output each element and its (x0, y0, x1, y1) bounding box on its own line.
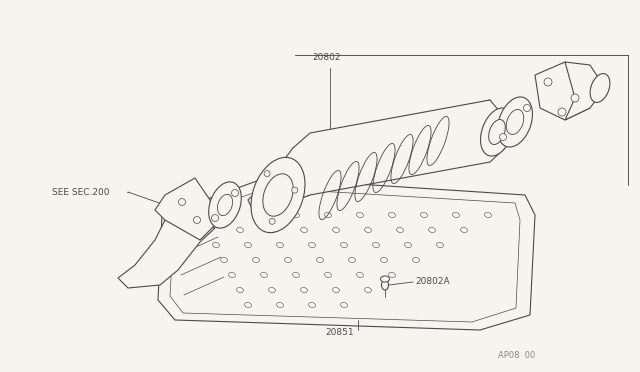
Ellipse shape (544, 78, 552, 86)
Ellipse shape (489, 119, 506, 144)
Ellipse shape (571, 94, 579, 102)
Ellipse shape (497, 97, 532, 147)
Text: AP08  00: AP08 00 (498, 350, 535, 359)
Ellipse shape (481, 108, 513, 156)
Ellipse shape (251, 157, 305, 232)
Text: 20802: 20802 (312, 52, 340, 61)
Polygon shape (158, 178, 535, 330)
Ellipse shape (269, 218, 275, 224)
Polygon shape (118, 220, 215, 288)
Ellipse shape (264, 170, 270, 177)
Text: 20851: 20851 (326, 328, 355, 337)
Ellipse shape (292, 187, 298, 193)
Ellipse shape (232, 189, 239, 196)
Ellipse shape (263, 174, 293, 216)
Ellipse shape (193, 217, 200, 224)
Ellipse shape (381, 280, 388, 290)
Text: 20802A: 20802A (415, 278, 450, 286)
Ellipse shape (499, 134, 506, 141)
Ellipse shape (209, 182, 241, 228)
Ellipse shape (211, 215, 218, 221)
Ellipse shape (179, 199, 186, 205)
Polygon shape (565, 62, 605, 120)
Polygon shape (248, 100, 505, 215)
Polygon shape (155, 178, 215, 240)
Ellipse shape (590, 74, 610, 102)
Ellipse shape (558, 108, 566, 116)
Polygon shape (535, 62, 590, 120)
Ellipse shape (524, 105, 531, 112)
Text: SEE SEC.200: SEE SEC.200 (52, 187, 109, 196)
Ellipse shape (381, 276, 390, 282)
